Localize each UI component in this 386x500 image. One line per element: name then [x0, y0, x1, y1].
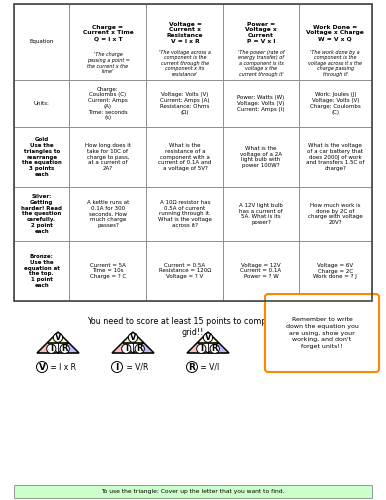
Text: What is the voltage
of a car battery that
does 2000J of work
and transfers 1.5C : What is the voltage of a car battery tha… [306, 143, 364, 171]
Bar [223, 127, 299, 187]
Bar [223, 80, 299, 127]
Text: Voltage =
Current x
Resistance
V = I x R: Voltage = Current x Resistance V = I x R [167, 22, 203, 44]
Text: A 10Ω resistor has
0.5A of current
running through it.
What is the voltage
acros: A 10Ω resistor has 0.5A of current runni… [158, 200, 212, 228]
Text: What is the
resistance of a
component with a
current of 0.1A and
a voltage of 5V: What is the resistance of a component wi… [158, 143, 212, 171]
Polygon shape [133, 342, 154, 353]
Text: R: R [61, 344, 68, 354]
Circle shape [210, 344, 219, 354]
Bar [69, 80, 146, 127]
Text: I: I [200, 344, 203, 354]
Text: Current = 5A
Time = 10s
Charge = ? C: Current = 5A Time = 10s Charge = ? C [90, 262, 126, 280]
Bar [14, 4, 372, 301]
Text: R: R [189, 362, 195, 372]
Text: 'The voltage across a
component is the
current through the
component x its
resis: 'The voltage across a component is the c… [159, 50, 211, 77]
Text: Power: Watts (W)
Voltage: Volts (V)
Current: Amps (I): Power: Watts (W) Voltage: Volts (V) Curr… [237, 95, 285, 112]
Bar [146, 80, 223, 127]
Circle shape [60, 344, 69, 354]
Text: Current = 0.5A
Resistance = 120Ω
Voltage = ? V: Current = 0.5A Resistance = 120Ω Voltage… [159, 262, 211, 280]
Bar [69, 241, 146, 301]
Bar [69, 4, 146, 80]
Bar [299, 241, 372, 301]
Circle shape [47, 344, 56, 354]
Text: A 12V light bulb
has a current of
5A. What is its
power?: A 12V light bulb has a current of 5A. Wh… [239, 203, 283, 225]
Bar [299, 127, 372, 187]
Text: R: R [137, 344, 143, 354]
Polygon shape [122, 332, 144, 342]
Circle shape [112, 362, 122, 372]
Circle shape [122, 344, 131, 354]
FancyBboxPatch shape [265, 294, 379, 372]
Bar [14, 127, 69, 187]
Text: = V/I: = V/I [198, 362, 220, 372]
Polygon shape [47, 332, 68, 342]
Circle shape [129, 333, 138, 342]
Text: = V/R: = V/R [124, 362, 148, 372]
Text: Voltage: Volts (V)
Current: Amps (A)
Resistance: Ohms
(Ω): Voltage: Volts (V) Current: Amps (A) Res… [160, 92, 210, 114]
Bar [299, 80, 372, 127]
Text: 'The work done by a
component is the
voltage across it x the
charge passing
thro: 'The work done by a component is the vol… [308, 50, 362, 77]
Bar [69, 127, 146, 187]
Text: You need to score at least 15 points to complete this
grid!!: You need to score at least 15 points to … [87, 317, 299, 337]
Polygon shape [198, 332, 218, 342]
Bar [14, 241, 69, 301]
Circle shape [37, 362, 47, 372]
Bar [146, 4, 223, 80]
Text: Voltage = 12V
Current = 0.1A
Power = ? W: Voltage = 12V Current = 0.1A Power = ? W [240, 262, 281, 280]
Text: = I x R: = I x R [49, 362, 76, 372]
Text: Bronze:
Use the
equation at
the top.
1 point
each: Bronze: Use the equation at the top. 1 p… [24, 254, 60, 288]
Bar [14, 187, 69, 241]
Polygon shape [208, 342, 229, 353]
Text: I: I [125, 344, 128, 354]
Text: V: V [55, 333, 61, 342]
Text: 'The charge
passing a point =
the current x the
time': 'The charge passing a point = the curren… [86, 52, 129, 74]
Text: I: I [50, 344, 53, 354]
Text: Units:: Units: [34, 101, 50, 106]
Text: Work Done =
Voltage x Charge
W = V x Q: Work Done = Voltage x Charge W = V x Q [306, 24, 364, 41]
Circle shape [203, 333, 213, 342]
Bar [299, 187, 372, 241]
Bar [223, 241, 299, 301]
Text: Silver:
Getting
harder! Read
the question
carefully.
2 point
each: Silver: Getting harder! Read the questio… [21, 194, 62, 234]
Text: V: V [205, 333, 211, 342]
Text: 'The power (rate of
energy transfer) of
a component is its
voltage x the
current: 'The power (rate of energy transfer) of … [238, 50, 284, 77]
Bar [14, 485, 372, 498]
Circle shape [135, 344, 144, 354]
Bar [223, 187, 299, 241]
Circle shape [186, 362, 198, 372]
Bar [14, 4, 69, 80]
Circle shape [196, 344, 206, 354]
Polygon shape [58, 342, 79, 353]
Text: V: V [39, 362, 46, 372]
Text: How long does it
take for 10C of
charge to pass,
at a current of
2A?: How long does it take for 10C of charge … [85, 143, 131, 171]
Polygon shape [37, 342, 58, 353]
Bar [69, 187, 146, 241]
Bar [146, 127, 223, 187]
Text: Remember to write
down the equation you
are using, show your
working, and don't
: Remember to write down the equation you … [286, 318, 359, 348]
Text: How much work is
done by 2C of
charge with voltage
20V?: How much work is done by 2C of charge wi… [308, 203, 363, 225]
Text: I: I [115, 362, 119, 372]
Bar [223, 4, 299, 80]
Text: To use the triangle: Cover up the letter that you want to find.: To use the triangle: Cover up the letter… [101, 489, 285, 494]
Text: V: V [130, 333, 136, 342]
Polygon shape [187, 342, 208, 353]
Bar [299, 4, 372, 80]
Polygon shape [112, 342, 133, 353]
Text: Voltage = 6V
Charge = 2C
Work done = ? J: Voltage = 6V Charge = 2C Work done = ? J [313, 262, 357, 280]
Text: What is the
voltage of a 2A
light bulb with
power 100W?: What is the voltage of a 2A light bulb w… [240, 146, 282, 168]
Text: Charge =
Current x Time
Q = I x T: Charge = Current x Time Q = I x T [83, 24, 133, 41]
Text: A kettle runs at
0.1A for 300
seconds. How
much charge
passes?: A kettle runs at 0.1A for 300 seconds. H… [87, 200, 129, 228]
Bar [14, 80, 69, 127]
Text: Work: Joules (J)
Voltage: Volts (V)
Charge: Coulombs
(C): Work: Joules (J) Voltage: Volts (V) Char… [310, 92, 361, 114]
Text: Gold
Use the
triangles to
rearrange
the equation
3 points
each: Gold Use the triangles to rearrange the … [22, 137, 62, 177]
Bar [146, 187, 223, 241]
Bar [146, 241, 223, 301]
Text: Equation: Equation [30, 40, 54, 44]
Text: R: R [212, 344, 218, 354]
Text: Charge:
Coulombs (C)
Current: Amps
(A)
Time: seconds
(s): Charge: Coulombs (C) Current: Amps (A) T… [88, 86, 128, 120]
Circle shape [53, 333, 63, 342]
Text: Power =
Voltage x
Current
P = V x I: Power = Voltage x Current P = V x I [245, 22, 277, 44]
